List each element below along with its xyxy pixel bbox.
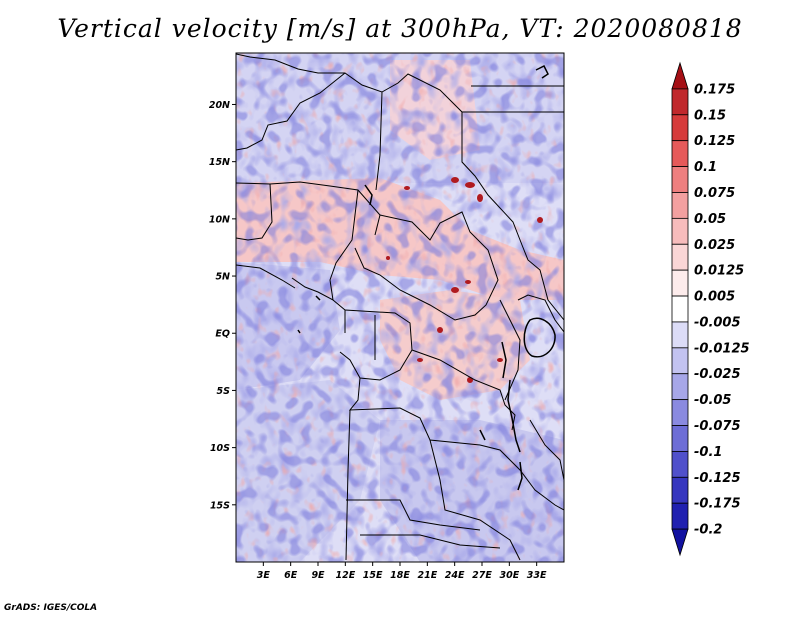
colorbar-label: 0.075 <box>694 186 735 201</box>
colorbar-swatch <box>671 425 689 452</box>
lat-tick-label: 15N <box>209 157 230 168</box>
colorbar-swatch <box>671 321 689 349</box>
lon-tick-label: 27E <box>472 570 492 581</box>
colorbar-label: -0.0125 <box>694 341 750 356</box>
velocity-field <box>236 53 564 562</box>
colorbar-label: 0.005 <box>694 290 735 305</box>
colorbar-label: -0.075 <box>694 419 741 434</box>
colorbar-swatch <box>671 61 689 90</box>
colorbar-swatch <box>671 451 689 478</box>
colorbar-label: 0.0125 <box>694 264 744 279</box>
lon-tick-label: 33E <box>527 570 547 581</box>
colorbar-label: -0.175 <box>694 497 741 512</box>
colorbar-label: -0.05 <box>694 393 731 408</box>
colorbar-swatch <box>671 399 689 426</box>
lakes-coast <box>297 64 556 491</box>
lat-tick-label: 5N <box>215 272 230 283</box>
lon-tick-label: 12E <box>335 570 355 581</box>
colorbar-swatch <box>671 373 689 401</box>
colorbar-label: 0.175 <box>694 82 735 97</box>
colorbar-label: -0.125 <box>694 471 741 486</box>
colorbar-swatch <box>671 192 689 219</box>
latitude-axis: 20N 15N 10N 5N EQ 5S 10S 15S <box>209 100 236 511</box>
colorbar-swatch <box>671 347 689 375</box>
lat-tick-label: 20N <box>209 100 230 111</box>
colorbar-swatch <box>671 166 689 193</box>
lon-tick-label: 18E <box>390 570 410 581</box>
longitude-axis: 3E 6E 9E 12E 15E 18E 21E 24E 27E 30E 33E <box>257 562 547 581</box>
colorbar-swatch <box>671 88 689 116</box>
colorbar: 0.175 0.15 0.125 0.1 0.075 0.05 0.025 0.0125 0.0… <box>671 61 750 557</box>
colorbar-label: 0.15 <box>694 108 726 123</box>
colorbar-swatch <box>671 295 689 323</box>
country-borders <box>236 53 564 561</box>
colorbar-swatch <box>671 217 689 245</box>
colorbar-label: -0.2 <box>694 523 722 538</box>
lat-tick-label: 10S <box>210 443 230 454</box>
lon-tick-label: 9E <box>311 570 325 581</box>
colorbar-label: -0.025 <box>694 367 741 382</box>
lat-tick-label: 5S <box>217 386 231 397</box>
lon-tick-label: 15E <box>363 570 383 581</box>
colorbar-swatch <box>671 502 689 530</box>
colorbar-label: 0.1 <box>694 160 717 175</box>
lon-tick-label: 21E <box>417 570 437 581</box>
lat-tick-label: EQ <box>215 329 230 340</box>
colorbar-swatch <box>671 476 689 504</box>
colorbar-label: 0.125 <box>694 134 735 149</box>
colorbar-label: -0.005 <box>694 315 741 330</box>
lon-tick-label: 30E <box>499 570 519 581</box>
colorbar-swatch <box>671 269 689 297</box>
chart-title: Vertical velocity [m/s] at 300hPa, VT: 2… <box>57 14 743 43</box>
colorbar-label: 0.05 <box>694 212 726 227</box>
colorbar-swatch <box>671 114 689 142</box>
colorbar-swatch <box>671 140 689 167</box>
colorbar-label: 0.025 <box>694 238 735 253</box>
lon-tick-label: 6E <box>284 570 298 581</box>
lat-tick-label: 15S <box>210 500 230 511</box>
lon-tick-label: 3E <box>257 570 271 581</box>
colorbar-label: -0.1 <box>694 445 722 460</box>
grads-credit: GrADS: IGES/COLA <box>4 603 98 613</box>
colorbar-swatch <box>671 243 689 271</box>
lon-tick-label: 24E <box>445 570 465 581</box>
lat-tick-label: 10N <box>209 214 230 225</box>
colorbar-swatch <box>671 528 689 557</box>
